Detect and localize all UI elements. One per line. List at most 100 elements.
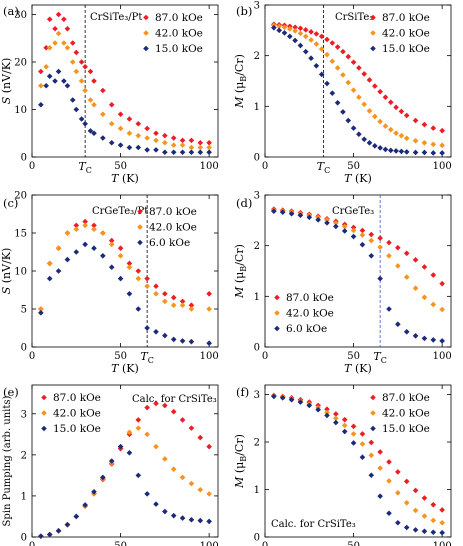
data-point	[372, 113, 378, 120]
legend-marker	[41, 425, 47, 432]
data-point	[144, 404, 150, 411]
data-point	[135, 306, 142, 312]
series-1	[271, 22, 445, 149]
data-point	[421, 140, 428, 146]
data-point	[421, 528, 428, 535]
data-point	[334, 44, 341, 50]
y-axis-label: M (μB/Cr)	[233, 434, 248, 489]
data-point	[308, 55, 314, 61]
data-point	[340, 109, 346, 115]
data-point	[302, 33, 309, 40]
series-0	[38, 11, 212, 146]
data-point	[329, 58, 336, 65]
legend-label: 87.0 kOe	[286, 292, 334, 304]
data-point	[206, 149, 212, 156]
legend-marker	[137, 239, 143, 246]
data-point	[393, 130, 399, 136]
y-axis-label: M (μB/Cr)	[233, 244, 248, 299]
data-point	[197, 144, 204, 151]
data-point	[126, 264, 133, 270]
data-point	[341, 223, 348, 230]
data-point	[350, 59, 357, 66]
data-point	[100, 135, 106, 141]
data-point	[82, 87, 88, 94]
data-point	[206, 139, 212, 146]
tc-label: TC	[140, 350, 153, 365]
data-point	[135, 132, 142, 139]
data-point	[333, 415, 339, 422]
data-point	[179, 338, 186, 344]
legend-label: 6.0 kOe	[149, 237, 190, 249]
data-point	[356, 131, 362, 137]
data-point	[135, 472, 142, 479]
data-point	[382, 123, 389, 129]
legend-label: 87.0 kOe	[155, 12, 203, 24]
data-point	[333, 223, 339, 230]
legend-marker	[370, 410, 376, 416]
data-point	[91, 78, 97, 84]
data-point	[313, 41, 320, 47]
legend-label: 42.0 kOe	[286, 308, 334, 320]
plot-frame	[31, 4, 219, 158]
data-point	[377, 235, 383, 241]
data-point	[302, 27, 309, 33]
data-point	[135, 268, 142, 274]
data-point	[126, 144, 133, 151]
data-point	[350, 224, 357, 231]
data-point	[421, 149, 428, 156]
data-point	[170, 149, 177, 156]
data-point	[162, 332, 168, 339]
data-point	[91, 245, 97, 251]
data-point	[100, 111, 106, 118]
data-point	[197, 149, 204, 156]
y-tick-label: 2	[254, 438, 260, 449]
legend-label: 42.0 kOe	[155, 28, 203, 40]
y-tick-label: 0	[254, 153, 260, 164]
data-point	[345, 117, 352, 124]
data-point	[135, 144, 142, 151]
data-point	[188, 306, 195, 312]
data-point	[377, 145, 383, 151]
legend: 87.0 kOe 42.0 kOe 6.0 kOe	[274, 292, 334, 335]
data-point	[82, 222, 88, 229]
y-tick-label: 15	[14, 229, 27, 240]
data-point	[144, 135, 150, 141]
data-point	[421, 495, 428, 501]
data-point	[78, 78, 85, 84]
y-axis-label: Spin Pumping (arb. units)	[2, 395, 13, 526]
data-point	[73, 226, 80, 232]
data-point	[170, 408, 177, 415]
data-point	[126, 130, 133, 137]
data-point	[144, 283, 150, 289]
y-tick-label: 2	[21, 450, 27, 461]
data-point	[38, 68, 44, 75]
data-point	[403, 524, 410, 531]
y-tick-label: 0	[21, 533, 27, 544]
data-point	[100, 87, 106, 94]
data-point	[144, 147, 150, 153]
x-tick-label: 50	[114, 161, 127, 172]
data-point	[188, 480, 195, 487]
data-point	[412, 117, 419, 124]
data-point	[126, 429, 133, 436]
legend: 87.0 kOe 42.0 kOe 15.0 kOe	[370, 392, 430, 435]
data-point	[340, 48, 346, 55]
x-axis-label: T (K)	[344, 362, 372, 375]
data-point	[271, 25, 277, 31]
legend: 87.0 kOe 42.0 kOe 15.0 kOe	[143, 12, 203, 55]
data-point	[306, 214, 313, 221]
data-point	[38, 82, 44, 89]
data-point	[179, 515, 186, 521]
data-point	[117, 142, 124, 148]
data-point	[439, 529, 445, 536]
data-point	[421, 513, 428, 519]
data-point	[395, 490, 401, 496]
data-point	[430, 125, 437, 131]
data-point	[281, 30, 288, 36]
legend-marker	[370, 30, 376, 36]
data-point	[61, 78, 67, 84]
data-point	[386, 478, 392, 484]
annotation: CrGeTe₃	[332, 206, 374, 217]
